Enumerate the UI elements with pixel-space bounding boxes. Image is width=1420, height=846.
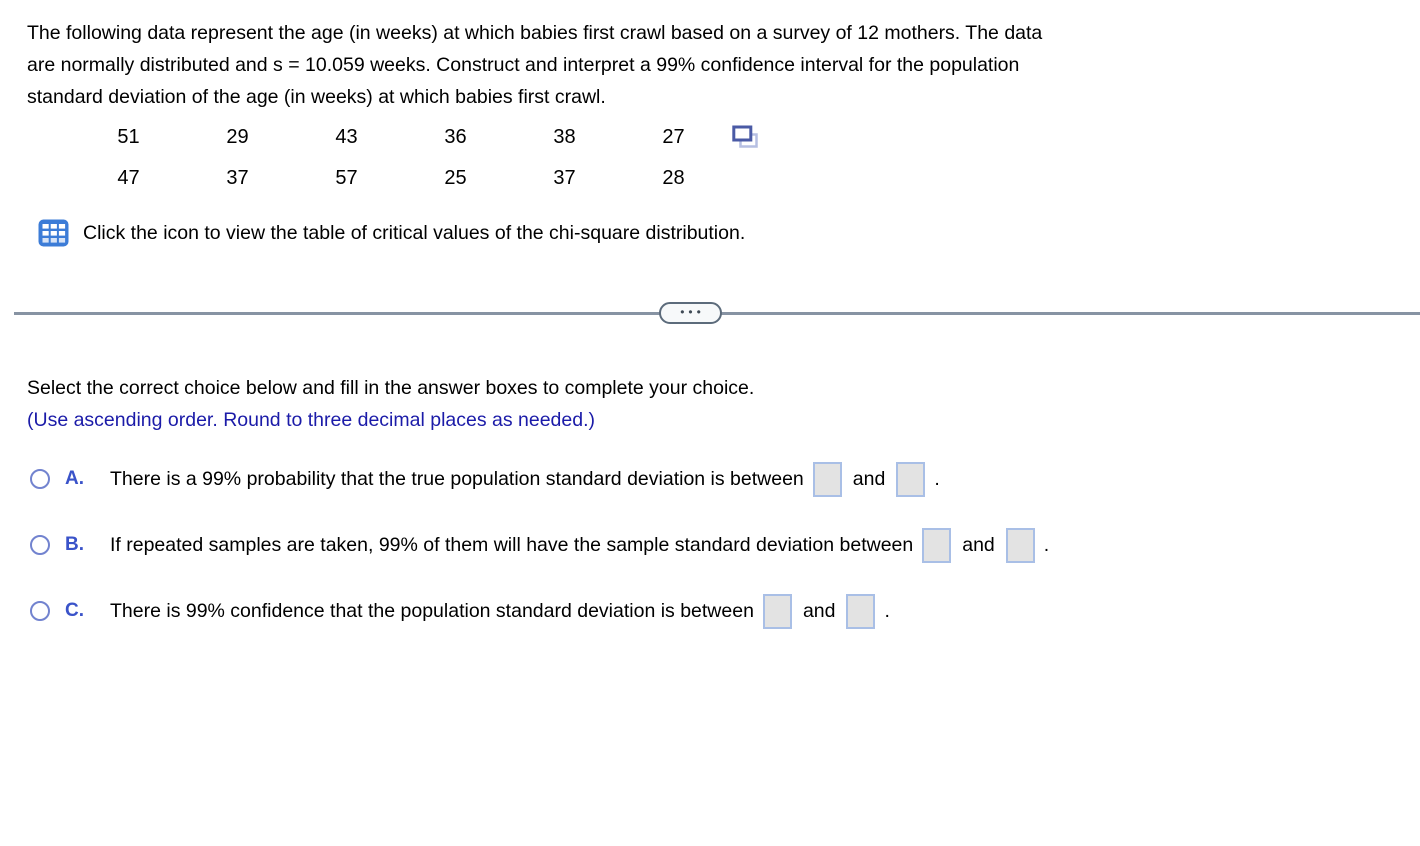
ellipsis-button[interactable]: •••	[659, 302, 722, 324]
connector-text: and	[802, 599, 836, 622]
answer-box-a-lower[interactable]	[812, 461, 842, 497]
answer-box-b-upper[interactable]	[1005, 527, 1035, 563]
data-value: 43	[335, 126, 358, 148]
choice-text: There is 99% confidence that the populat…	[110, 599, 754, 622]
choice-body: There is 99% confidence that the populat…	[110, 593, 890, 629]
answer-box-a-upper[interactable]	[896, 461, 926, 497]
data-row: 47 37 57 25 37 28	[74, 158, 1420, 199]
data-value: 37	[553, 167, 576, 189]
data-value: 37	[226, 167, 249, 189]
answer-box-c-lower[interactable]	[762, 593, 792, 629]
connector-text: and	[962, 533, 995, 556]
statement-line: standard deviation of the age (in weeks)…	[27, 86, 606, 108]
chi-square-icon-line: Click the icon to view the table of crit…	[38, 219, 1420, 247]
answer-area: Select the correct choice below and fill…	[27, 372, 1420, 634]
statement-line: The following data represent the age (in…	[27, 22, 1043, 44]
choice-label: A.	[65, 468, 84, 489]
suffix-text: .	[884, 599, 890, 622]
answer-note: (Use ascending order. Round to three dec…	[27, 409, 596, 431]
choice-label: B.	[65, 534, 84, 555]
choice-text: There is a 99% probability that the true…	[110, 467, 804, 490]
choice-row-b: B. If repeated samples are taken, 99% of…	[30, 522, 1420, 568]
suffix-text: .	[1043, 533, 1050, 556]
radio-choice-a[interactable]	[30, 469, 50, 489]
data-value: 25	[444, 167, 467, 189]
radio-choice-c[interactable]	[30, 601, 50, 621]
section-divider: •••	[0, 302, 1420, 326]
data-row: 51 29 43 36 38 27	[74, 117, 1420, 158]
choice-text: If repeated samples are taken, 99% of th…	[110, 533, 914, 556]
data-value: 27	[662, 126, 685, 148]
answer-box-b-lower[interactable]	[922, 527, 952, 563]
answer-instruction: Select the correct choice below and fill…	[27, 377, 755, 399]
radio-choice-b[interactable]	[30, 535, 50, 555]
choice-body: If repeated samples are taken, 99% of th…	[110, 527, 1050, 563]
question-panel: The following data represent the age (in…	[0, 0, 1420, 634]
problem-statement: The following data represent the age (in…	[0, 0, 1420, 113]
icon-instruction-text: Click the icon to view the table of crit…	[83, 221, 746, 244]
choice-row-a: A. There is a 99% probability that the t…	[30, 456, 1420, 502]
statement-line: are normally distributed and s = 10.059 …	[27, 54, 1020, 76]
data-value: 57	[335, 167, 358, 189]
chi-square-table-icon[interactable]	[38, 219, 69, 247]
data-value: 36	[444, 126, 467, 148]
data-value: 29	[226, 126, 249, 148]
ellipsis-dots: •••	[680, 304, 705, 319]
data-value: 28	[662, 167, 685, 189]
suffix-text: .	[934, 467, 940, 490]
data-value: 47	[117, 167, 140, 189]
data-value: 51	[117, 126, 140, 148]
copy-data-icon[interactable]	[731, 124, 759, 151]
data-table: 51 29 43 36 38 27 47 37 57 25 37 28	[74, 117, 1420, 199]
choice-body: There is a 99% probability that the true…	[110, 461, 940, 497]
choice-label: C.	[65, 600, 84, 621]
answer-box-c-upper[interactable]	[846, 593, 876, 629]
connector-text: and	[852, 467, 886, 490]
data-value: 38	[553, 126, 576, 148]
choice-row-c: C. There is 99% confidence that the popu…	[30, 588, 1420, 634]
